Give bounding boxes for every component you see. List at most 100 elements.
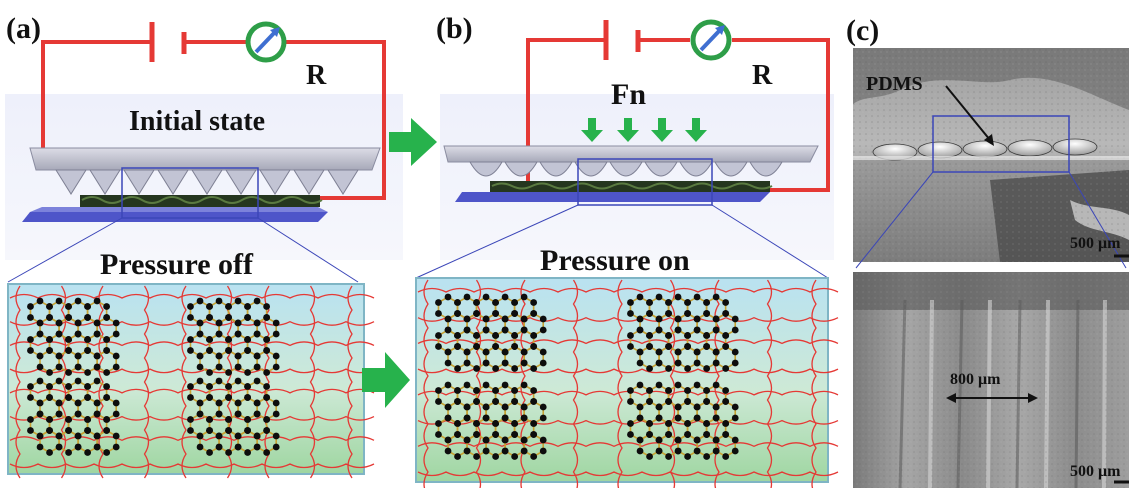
- atom-dot: [74, 363, 82, 371]
- atom-dot: [684, 431, 692, 438]
- atom-dot: [684, 398, 692, 405]
- atom-dot: [463, 293, 471, 301]
- atom-dot: [196, 363, 204, 371]
- atom-dot: [530, 420, 538, 427]
- atom-dot: [530, 332, 538, 339]
- atom-dot: [703, 310, 711, 317]
- panel-a: (a) R Initial state Pressure off: [5, 12, 403, 479]
- atom-dot: [511, 387, 518, 394]
- atom-dot: [473, 343, 480, 350]
- atom-dot: [454, 387, 461, 394]
- atom-dot: [482, 326, 490, 334]
- atom-dot: [454, 431, 461, 438]
- atom-dot: [93, 443, 101, 451]
- atom-dot: [65, 369, 72, 376]
- atom-dot: [444, 326, 452, 334]
- atom-dot: [731, 436, 739, 444]
- atom-dot: [627, 398, 634, 405]
- atom-dot: [722, 365, 730, 372]
- atom-dot: [435, 310, 442, 317]
- atom-dot: [674, 436, 682, 444]
- atom-dot: [74, 432, 82, 440]
- atom-dot: [627, 299, 634, 306]
- atom-dot: [530, 343, 538, 350]
- atom-dot: [206, 449, 213, 456]
- atom-dot: [530, 453, 538, 460]
- atom-dot: [444, 348, 452, 356]
- substrate-b: [455, 192, 770, 202]
- atom-dot: [225, 427, 233, 434]
- atom-dot: [55, 297, 63, 305]
- atom-dot: [84, 336, 91, 343]
- atom-dot: [655, 381, 663, 389]
- atom-dot: [646, 453, 653, 460]
- atom-dot: [463, 436, 471, 444]
- atom-dot: [684, 365, 692, 372]
- atom-dot: [84, 449, 92, 456]
- atom-dot: [636, 381, 644, 389]
- atom-dot: [627, 387, 634, 394]
- atom-dot: [244, 416, 251, 423]
- atom-dot: [112, 319, 120, 327]
- atom-dot: [36, 399, 44, 407]
- atom-dot: [65, 314, 72, 321]
- atom-dot: [215, 319, 223, 327]
- atom-dot: [530, 387, 538, 394]
- atom-dot: [511, 343, 519, 350]
- atom-dot: [253, 410, 261, 418]
- atom-dot: [435, 299, 442, 306]
- atom-dot: [482, 348, 490, 356]
- atom-dot: [731, 414, 739, 422]
- atom-dot: [435, 343, 442, 350]
- atom-dot: [112, 363, 120, 371]
- atom-dot: [627, 343, 634, 350]
- atom-dot: [93, 297, 101, 305]
- atom-dot: [684, 453, 692, 460]
- atom-dot: [492, 310, 500, 317]
- top-scale-label: 500 μm: [1070, 235, 1121, 252]
- atom-dot: [225, 383, 232, 390]
- polymer-chain: [520, 279, 526, 488]
- atom-dot: [272, 363, 280, 371]
- atom-dot: [693, 447, 701, 455]
- atom-dot: [722, 343, 730, 350]
- dome-array-b: [469, 161, 783, 177]
- spacing-arrow: [946, 393, 1038, 403]
- atom-dot: [36, 410, 44, 418]
- atom-dot: [93, 377, 101, 385]
- atom-dot: [36, 297, 44, 305]
- atom-dot: [530, 365, 538, 372]
- atom-dot: [454, 332, 461, 339]
- atom-dot: [463, 447, 471, 455]
- atom-dot: [703, 420, 710, 427]
- panel-b-background: [440, 94, 834, 260]
- atom-dot: [46, 347, 53, 354]
- atom-dot: [84, 383, 91, 390]
- atom-dot: [731, 348, 739, 356]
- atom-dot: [501, 381, 509, 389]
- atom-dot: [244, 336, 251, 343]
- atom-dot: [435, 431, 442, 438]
- atom-dot: [103, 369, 111, 376]
- atom-dot: [511, 431, 519, 438]
- atom-dot: [234, 443, 242, 451]
- atom-dot: [731, 359, 739, 367]
- atom-dot: [263, 416, 271, 423]
- atom-dot: [530, 398, 538, 405]
- pdms-pointer-arrow: [945, 85, 994, 146]
- atom-dot: [46, 394, 53, 401]
- atom-dot: [65, 303, 72, 310]
- polymer-chain: [9, 293, 375, 299]
- atom-dot: [55, 330, 63, 338]
- atom-dot: [539, 414, 547, 422]
- atom-dot: [665, 431, 672, 438]
- atom-dot: [244, 383, 251, 390]
- atom-dot: [492, 299, 499, 306]
- atom-dot: [655, 326, 663, 334]
- atom-dot: [454, 453, 461, 460]
- atom-dot: [187, 427, 194, 434]
- atom-dot: [253, 443, 261, 451]
- atom-dot: [703, 398, 711, 405]
- atom-dot: [492, 431, 500, 438]
